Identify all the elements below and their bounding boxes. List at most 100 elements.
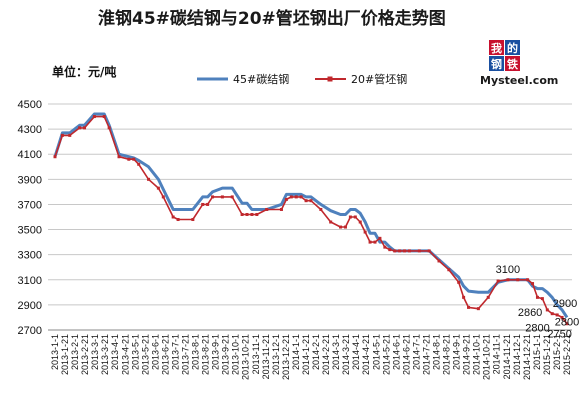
- series-20-point: [206, 202, 210, 206]
- x-tick-label: 2013-8-1: [191, 334, 201, 370]
- series-20-point: [383, 245, 387, 249]
- series-20-point: [407, 249, 411, 253]
- series-20-point: [526, 278, 530, 282]
- series-20-point: [156, 186, 160, 190]
- series-20-point: [60, 133, 64, 137]
- x-tick-label: 2014-8-1: [431, 334, 441, 370]
- x-tick-label: 2013-7-1: [170, 334, 180, 370]
- series-20-point: [289, 195, 293, 199]
- series-20-point: [117, 155, 121, 159]
- x-tick-label: 2014-6-21: [401, 334, 411, 375]
- chart-title: 淮钢45#碳结钢与20#管坯钢出厂价格走势图: [98, 8, 446, 29]
- series-20-point: [265, 207, 269, 211]
- series-20-point: [107, 126, 111, 130]
- x-tick-label: 2013-4-21: [120, 334, 130, 375]
- x-tick-label: 2014-7-21: [421, 334, 431, 375]
- y-tick-label: 3300: [18, 250, 42, 262]
- series-20-point: [191, 218, 195, 222]
- x-tick-label: 2014-7-1: [411, 334, 421, 370]
- series-20-point: [279, 207, 283, 211]
- y-tick-label: 3500: [18, 225, 42, 237]
- x-tick-label: 2014-10-1: [472, 334, 482, 375]
- series-20-point: [545, 308, 549, 312]
- series-20-point: [486, 295, 490, 299]
- series-20-point: [363, 230, 367, 234]
- y-tick-label: 3700: [18, 199, 42, 211]
- x-tick-label: 2014-3-1: [331, 334, 341, 370]
- series-20-point: [427, 249, 431, 253]
- x-tick-label: 2015-2-1: [552, 334, 562, 370]
- series-20-point: [462, 295, 466, 299]
- series-20-point: [343, 225, 347, 229]
- x-tick-label: 2013-12-21: [281, 334, 291, 380]
- series-20-point: [531, 282, 535, 286]
- series-20-point: [255, 212, 259, 216]
- y-tick-label: 4300: [18, 124, 42, 136]
- series-20-point: [476, 307, 480, 311]
- x-tick-label: 2013-7-21: [181, 334, 191, 375]
- series-20-point: [309, 199, 313, 203]
- series-20-point: [147, 177, 151, 181]
- value-annotation: 2750: [547, 329, 571, 341]
- x-tick-label: 2014-4-1: [351, 334, 361, 370]
- series-20-point: [284, 197, 288, 201]
- legend-label-45: 45#碳结钢: [233, 72, 289, 86]
- series-20-point: [348, 215, 352, 219]
- mysteel-logo: 我 的 钢 铁 Mysteel.com: [480, 40, 558, 87]
- x-tick-label: 2013-2-1: [70, 334, 80, 370]
- x-tick-label: 2014-3-21: [341, 334, 351, 375]
- series-20-point: [378, 236, 382, 240]
- series: [53, 112, 569, 326]
- series-45-line: [53, 112, 569, 319]
- value-annotation: 2860: [518, 307, 542, 319]
- logo-char-1: 我: [491, 41, 502, 55]
- y-tick-label: 2700: [18, 325, 42, 337]
- x-tick-label: 2013-9-21: [221, 334, 231, 375]
- x-tick-label: 2014-5-21: [381, 334, 391, 375]
- logo-char-3: 钢: [491, 57, 502, 71]
- x-tick-label: 2014-6-1: [391, 334, 401, 370]
- series-20-point: [240, 212, 244, 216]
- series-20-point: [161, 195, 165, 199]
- unit-label: 单位：元/吨: [52, 64, 116, 79]
- x-tick-label: 2013-1-1: [50, 334, 60, 370]
- value-annotation: 2800: [555, 316, 579, 328]
- series-20-point: [535, 295, 539, 299]
- series-20-point: [329, 220, 333, 224]
- y-tick-label: 3900: [18, 174, 42, 186]
- x-tick-label: 2014-11-1: [492, 334, 502, 374]
- series-20-point: [457, 280, 461, 284]
- series-20-point: [132, 157, 136, 161]
- value-annotation: 2900: [553, 298, 577, 310]
- y-tick-label: 3100: [18, 275, 42, 287]
- x-tick-label: 2014-1-1: [291, 334, 301, 370]
- x-tick-label: 2013-6-21: [160, 334, 170, 375]
- series-20-point: [540, 297, 544, 301]
- series-20-point: [555, 313, 559, 317]
- x-tick-label: 2014-1-21: [301, 334, 311, 375]
- logo-cell-1: [489, 40, 504, 55]
- series-20-point: [437, 259, 441, 263]
- x-tick-label: 2014-4-21: [361, 334, 371, 375]
- series-20-point: [398, 249, 402, 253]
- x-tick-label: 2014-5-1: [371, 334, 381, 370]
- x-tick-label: 2013-11-21: [261, 334, 271, 379]
- value-annotation: 2800: [525, 322, 549, 334]
- series-20-point: [417, 249, 421, 253]
- logo-char-4: 铁: [507, 57, 518, 71]
- x-tick-label: 2013-5-21: [140, 334, 150, 375]
- x-tick-label: 2015-1-1: [532, 334, 542, 370]
- x-tick-label: 2013-3-1: [90, 334, 100, 370]
- y-tick-label: 2900: [18, 300, 42, 312]
- series-20-point: [294, 195, 298, 199]
- series-20-point: [447, 268, 451, 272]
- series-20-point: [467, 305, 471, 309]
- x-tick-label: 2014-12-1: [512, 334, 522, 375]
- logo-wordmark: Mysteel.com: [480, 74, 558, 87]
- legend-marker-20: [327, 76, 333, 82]
- logo-cell-4: [505, 56, 520, 71]
- x-tick-label: 2014-10-21: [482, 334, 492, 380]
- x-tick-label: 2013-1-21: [60, 334, 70, 375]
